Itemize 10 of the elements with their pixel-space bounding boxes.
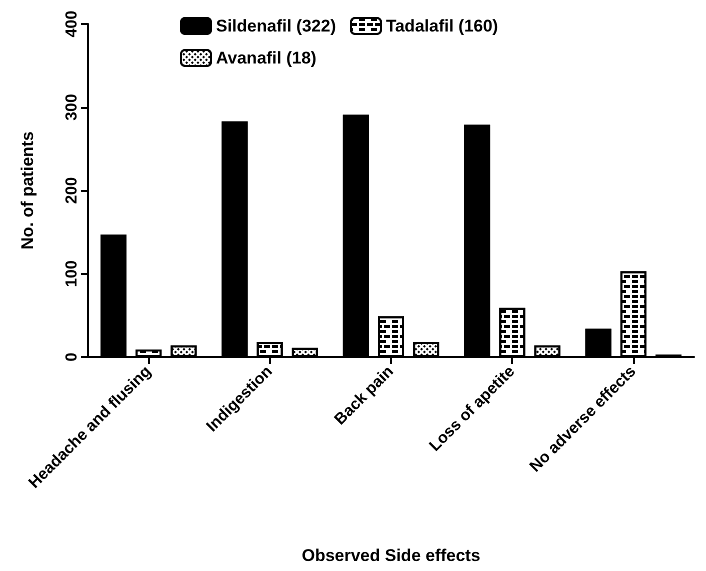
legend-label: Avanafil (18): [216, 48, 316, 68]
legend-label: Sildenafil (322): [216, 16, 336, 36]
legend-label: Tadalafil (160): [386, 16, 498, 36]
y-tick-label: 400: [64, 10, 80, 38]
y-tick-label: 300: [64, 94, 80, 121]
y-axis-title: No. of patients: [18, 131, 37, 250]
y-tick-label: 0: [64, 352, 80, 362]
y-tick-label: 200: [64, 177, 80, 204]
x-axis-title: Observed Side effects: [302, 546, 480, 565]
y-tick-label: 100: [64, 260, 80, 288]
